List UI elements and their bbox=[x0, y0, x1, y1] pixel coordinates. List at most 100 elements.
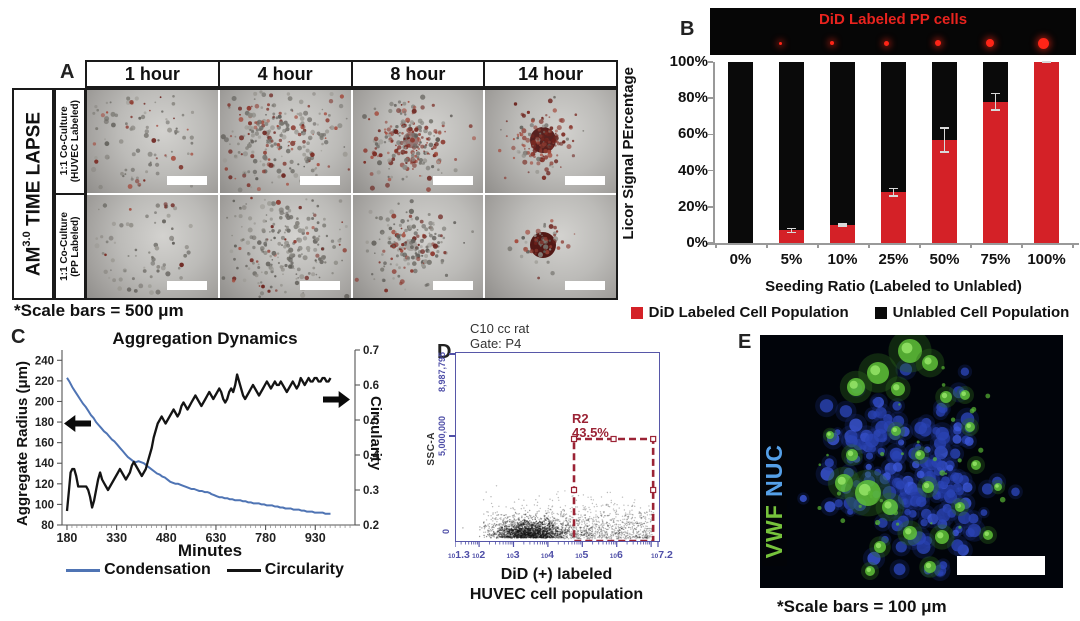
c-legend: Condensation Circularity bbox=[35, 561, 375, 579]
b-legend-item-0: DiD Labeled Cell Population bbox=[630, 304, 849, 321]
did-labeled-pp-cells-strip: DiD Labeled PP cells bbox=[710, 8, 1076, 55]
b-y-tick-60%: 60% bbox=[677, 125, 708, 143]
b-y-tickmark bbox=[708, 97, 713, 99]
legend-line-icon bbox=[66, 568, 101, 572]
b-x-axis-line bbox=[707, 243, 1079, 245]
scale-note-a: *Scale bars = 500 μm bbox=[14, 301, 184, 320]
panel-b-label: B bbox=[680, 18, 695, 40]
row-label-pp-labeled: 1:1 Co-Culture (PP Labeled) bbox=[54, 193, 86, 300]
error-bar-cap bbox=[1042, 61, 1051, 64]
flow-y-tickmark-top bbox=[449, 353, 455, 355]
svg-text:100: 100 bbox=[35, 499, 54, 511]
stacked-bar-plot bbox=[715, 60, 1072, 243]
bar-seg-black bbox=[728, 62, 753, 243]
bar-seg-red bbox=[881, 192, 906, 243]
legend-swatch-icon bbox=[630, 306, 643, 319]
svg-text:200: 200 bbox=[35, 396, 54, 408]
flow-y-tick-top: 8,987,795 bbox=[437, 352, 447, 393]
line-chart-canvas: 80 100 120 140 160 180 200 220 240 0.2 0.3 0.4 0.5 0.… bbox=[35, 345, 380, 545]
svg-text:180: 180 bbox=[35, 417, 54, 429]
b-x-tickmark bbox=[766, 244, 768, 248]
error-bar-cap bbox=[889, 187, 898, 190]
stain-nuc-label: NUC bbox=[761, 443, 787, 497]
panel-d-flow-cytometry: D C10 cc rat Gate: P4 SSC-A 8,987,795 5,… bbox=[400, 320, 700, 621]
error-bar-line bbox=[943, 127, 946, 153]
error-bar-cap bbox=[838, 225, 847, 227]
b-legend-label: DiD Labeled Cell Population bbox=[648, 304, 849, 321]
image-scale-bar bbox=[957, 556, 1045, 575]
micrograph-art bbox=[220, 90, 350, 193]
c-legend-item-1: Circularity bbox=[226, 561, 344, 579]
row-label-huvec-labeled: 1:1 Co-Culture (HUVEC Labeled) bbox=[54, 88, 86, 195]
bar-0% bbox=[728, 62, 753, 243]
error-bar-cap bbox=[940, 151, 949, 153]
svg-text:0.7: 0.7 bbox=[363, 345, 379, 357]
bar-seg-black bbox=[932, 62, 957, 140]
timepoint-header-row: 1 hour 4 hour 8 hour 14 hour bbox=[85, 60, 618, 88]
b-x-tickmark bbox=[970, 244, 972, 248]
gate-name: R2 bbox=[572, 411, 589, 426]
panel-b-licor-chart: B DiD Labeled PP cells Licor Signal PErc… bbox=[620, 0, 1080, 345]
svg-text:180: 180 bbox=[57, 531, 78, 545]
did-cell-dot-3 bbox=[935, 40, 941, 46]
panel-d-label: D bbox=[437, 341, 452, 363]
c-right-axis-title: Circularity bbox=[367, 396, 384, 471]
flow-y-tickmark-mid bbox=[449, 435, 455, 437]
bar-75% bbox=[983, 62, 1008, 243]
b-x-tick-0%: 0% bbox=[729, 251, 752, 268]
b-x-tickmark bbox=[919, 244, 921, 248]
svg-text:630: 630 bbox=[206, 531, 227, 545]
svg-text:240: 240 bbox=[35, 355, 54, 367]
did-cell-dot-4 bbox=[986, 39, 994, 47]
error-bar-cap bbox=[991, 109, 1000, 111]
flow-x-tick-7.2: 107.2 bbox=[651, 549, 673, 561]
flow-scatter-canvas bbox=[462, 435, 657, 543]
b-x-tickmark bbox=[715, 244, 717, 248]
bar-seg-red bbox=[983, 101, 1008, 243]
b-y-tickmark bbox=[708, 169, 713, 172]
svg-text:80: 80 bbox=[41, 520, 54, 532]
panel-e-label: E bbox=[738, 331, 752, 353]
panel-a-label: A bbox=[60, 61, 75, 83]
b-x-tick-100%: 100% bbox=[1027, 251, 1066, 268]
did-cell-dot-5 bbox=[1037, 37, 1049, 49]
b-y-tick-40%: 40% bbox=[677, 161, 708, 179]
bar-10% bbox=[830, 62, 855, 243]
micrograph-art bbox=[361, 94, 476, 192]
bar-seg-black bbox=[779, 62, 804, 231]
b-x-tick-25%: 25% bbox=[878, 251, 909, 268]
c-legend-item-0: Condensation bbox=[66, 561, 211, 579]
flow-x-tick-4: 104 bbox=[540, 549, 554, 561]
flow-sample-name: C10 cc rat bbox=[470, 321, 530, 336]
timepoint-header-1: 4 hour bbox=[220, 62, 353, 86]
flow-gate-name: Gate: P4 bbox=[470, 335, 522, 351]
b-y-axis-title: Licor Signal PErcentage bbox=[620, 66, 637, 240]
svg-text:120: 120 bbox=[35, 479, 54, 491]
gate-annotation: R2 43.5% bbox=[572, 411, 609, 441]
error-bar-line bbox=[790, 227, 793, 234]
svg-text:930: 930 bbox=[305, 531, 326, 545]
svg-text:160: 160 bbox=[35, 438, 54, 450]
did-cell-dot-2 bbox=[883, 40, 889, 46]
microscopy-image-grid bbox=[85, 88, 618, 300]
gate-percent: 43.5% bbox=[572, 425, 609, 441]
flow-x-tick-5: 105 bbox=[575, 549, 589, 561]
error-bar-cap bbox=[991, 92, 1000, 95]
b-y-tickmark bbox=[708, 206, 713, 208]
micrograph-art bbox=[498, 95, 606, 185]
scale-note-e: *Scale bars = 100 μm bbox=[777, 597, 947, 616]
group-label-am-timelapse: AM3.0 TIME LAPSE bbox=[12, 88, 54, 300]
b-x-tick-5%: 5% bbox=[780, 251, 803, 268]
bar-100% bbox=[1034, 60, 1059, 243]
micrograph-r0-c2 bbox=[352, 90, 484, 193]
bar-seg-red bbox=[1034, 62, 1059, 243]
micrograph-r0-c1 bbox=[219, 90, 351, 193]
panel-e-immunofluorescence: E VWF NUC *Scale bars = 100 μm bbox=[730, 320, 1080, 621]
flow-caption-line1: DiD (+) labeled bbox=[500, 566, 613, 583]
flow-x-tickmarks bbox=[455, 541, 659, 547]
micrograph-art bbox=[221, 196, 350, 298]
strip-title: DiD Labeled PP cells bbox=[818, 11, 968, 28]
svg-text:780: 780 bbox=[255, 531, 276, 545]
error-bar-line bbox=[841, 223, 844, 227]
